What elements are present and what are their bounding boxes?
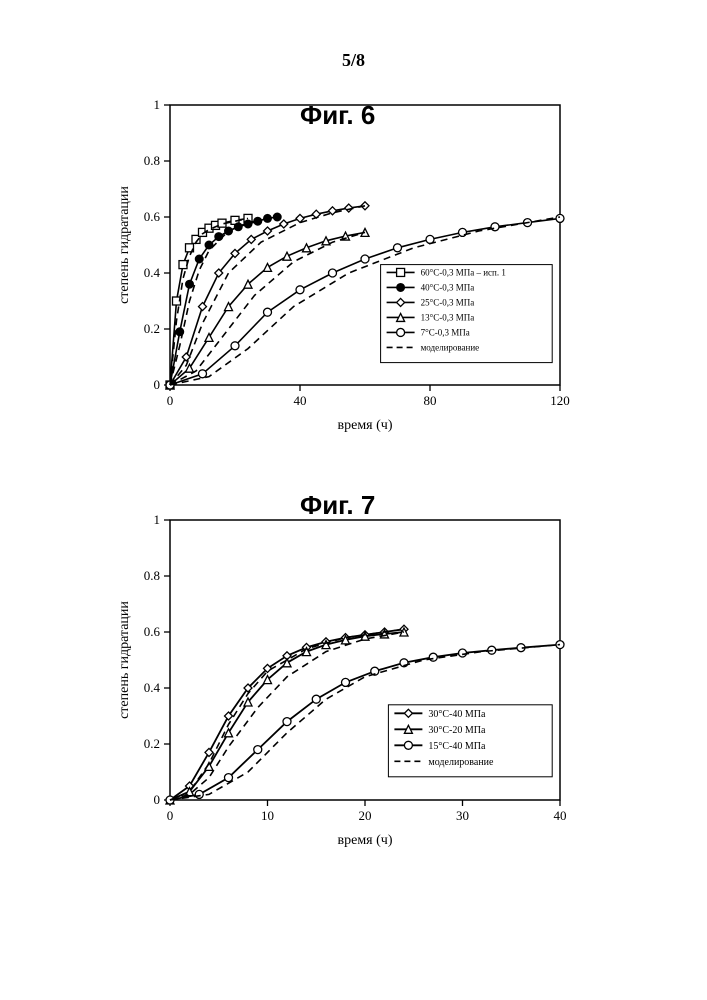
- svg-text:40: 40: [294, 393, 307, 408]
- svg-text:25°C-0,3 МПа: 25°C-0,3 МПа: [421, 298, 475, 308]
- svg-text:7°C-0,3 МПа: 7°C-0,3 МПа: [421, 328, 470, 338]
- svg-text:13°C-0,3 МПа: 13°C-0,3 МПа: [421, 313, 475, 323]
- svg-text:0: 0: [154, 792, 161, 807]
- svg-text:0.8: 0.8: [144, 568, 160, 583]
- svg-text:20: 20: [359, 808, 372, 823]
- svg-text:0.4: 0.4: [144, 680, 161, 695]
- svg-text:время (ч): время (ч): [338, 418, 393, 433]
- svg-text:0.6: 0.6: [144, 209, 161, 224]
- svg-text:0.2: 0.2: [144, 736, 160, 751]
- svg-text:1: 1: [154, 512, 161, 527]
- svg-text:время (ч): время (ч): [338, 833, 393, 848]
- fig6-chart: 0 0.2 0.4 0.6 0.8 1 0 40 80 120 время (ч) степень г…: [110, 95, 570, 435]
- svg-text:моделирование: моделирование: [421, 343, 480, 353]
- svg-text:0: 0: [167, 393, 174, 408]
- page: 5/8 Фиг. 6 00.20.40.60.8104080120время (…: [0, 0, 707, 1000]
- svg-text:0: 0: [154, 377, 161, 392]
- svg-text:0: 0: [167, 808, 174, 823]
- svg-text:0.4: 0.4: [144, 265, 161, 280]
- svg-text:30°C-20 МПа: 30°C-20 МПа: [428, 725, 486, 736]
- svg-text:80: 80: [424, 393, 437, 408]
- svg-text:0.6: 0.6: [144, 624, 161, 639]
- fig7-chart: 00.20.40.60.81010203040время (ч)степень …: [110, 510, 570, 850]
- svg-text:120: 120: [550, 393, 570, 408]
- svg-text:10: 10: [261, 808, 274, 823]
- svg-text:60°C-0,3 МПа – исп. 1: 60°C-0,3 МПа – исп. 1: [421, 268, 506, 278]
- svg-text:степень гидратации: степень гидратации: [117, 186, 132, 304]
- svg-text:0.2: 0.2: [144, 321, 160, 336]
- svg-text:30: 30: [456, 808, 469, 823]
- svg-text:30°C-40 МПа: 30°C-40 МПа: [428, 709, 486, 720]
- svg-text:40°C-0,3 МПа: 40°C-0,3 МПа: [421, 283, 475, 293]
- svg-text:40: 40: [554, 808, 567, 823]
- svg-text:степень гидратации: степень гидратации: [117, 601, 132, 719]
- svg-text:моделирование: моделирование: [428, 757, 494, 768]
- page-number: 5/8: [0, 50, 707, 71]
- svg-text:1: 1: [154, 97, 161, 112]
- svg-text:15°C-40 МПа: 15°C-40 МПа: [428, 741, 486, 752]
- svg-text:0.8: 0.8: [144, 153, 160, 168]
